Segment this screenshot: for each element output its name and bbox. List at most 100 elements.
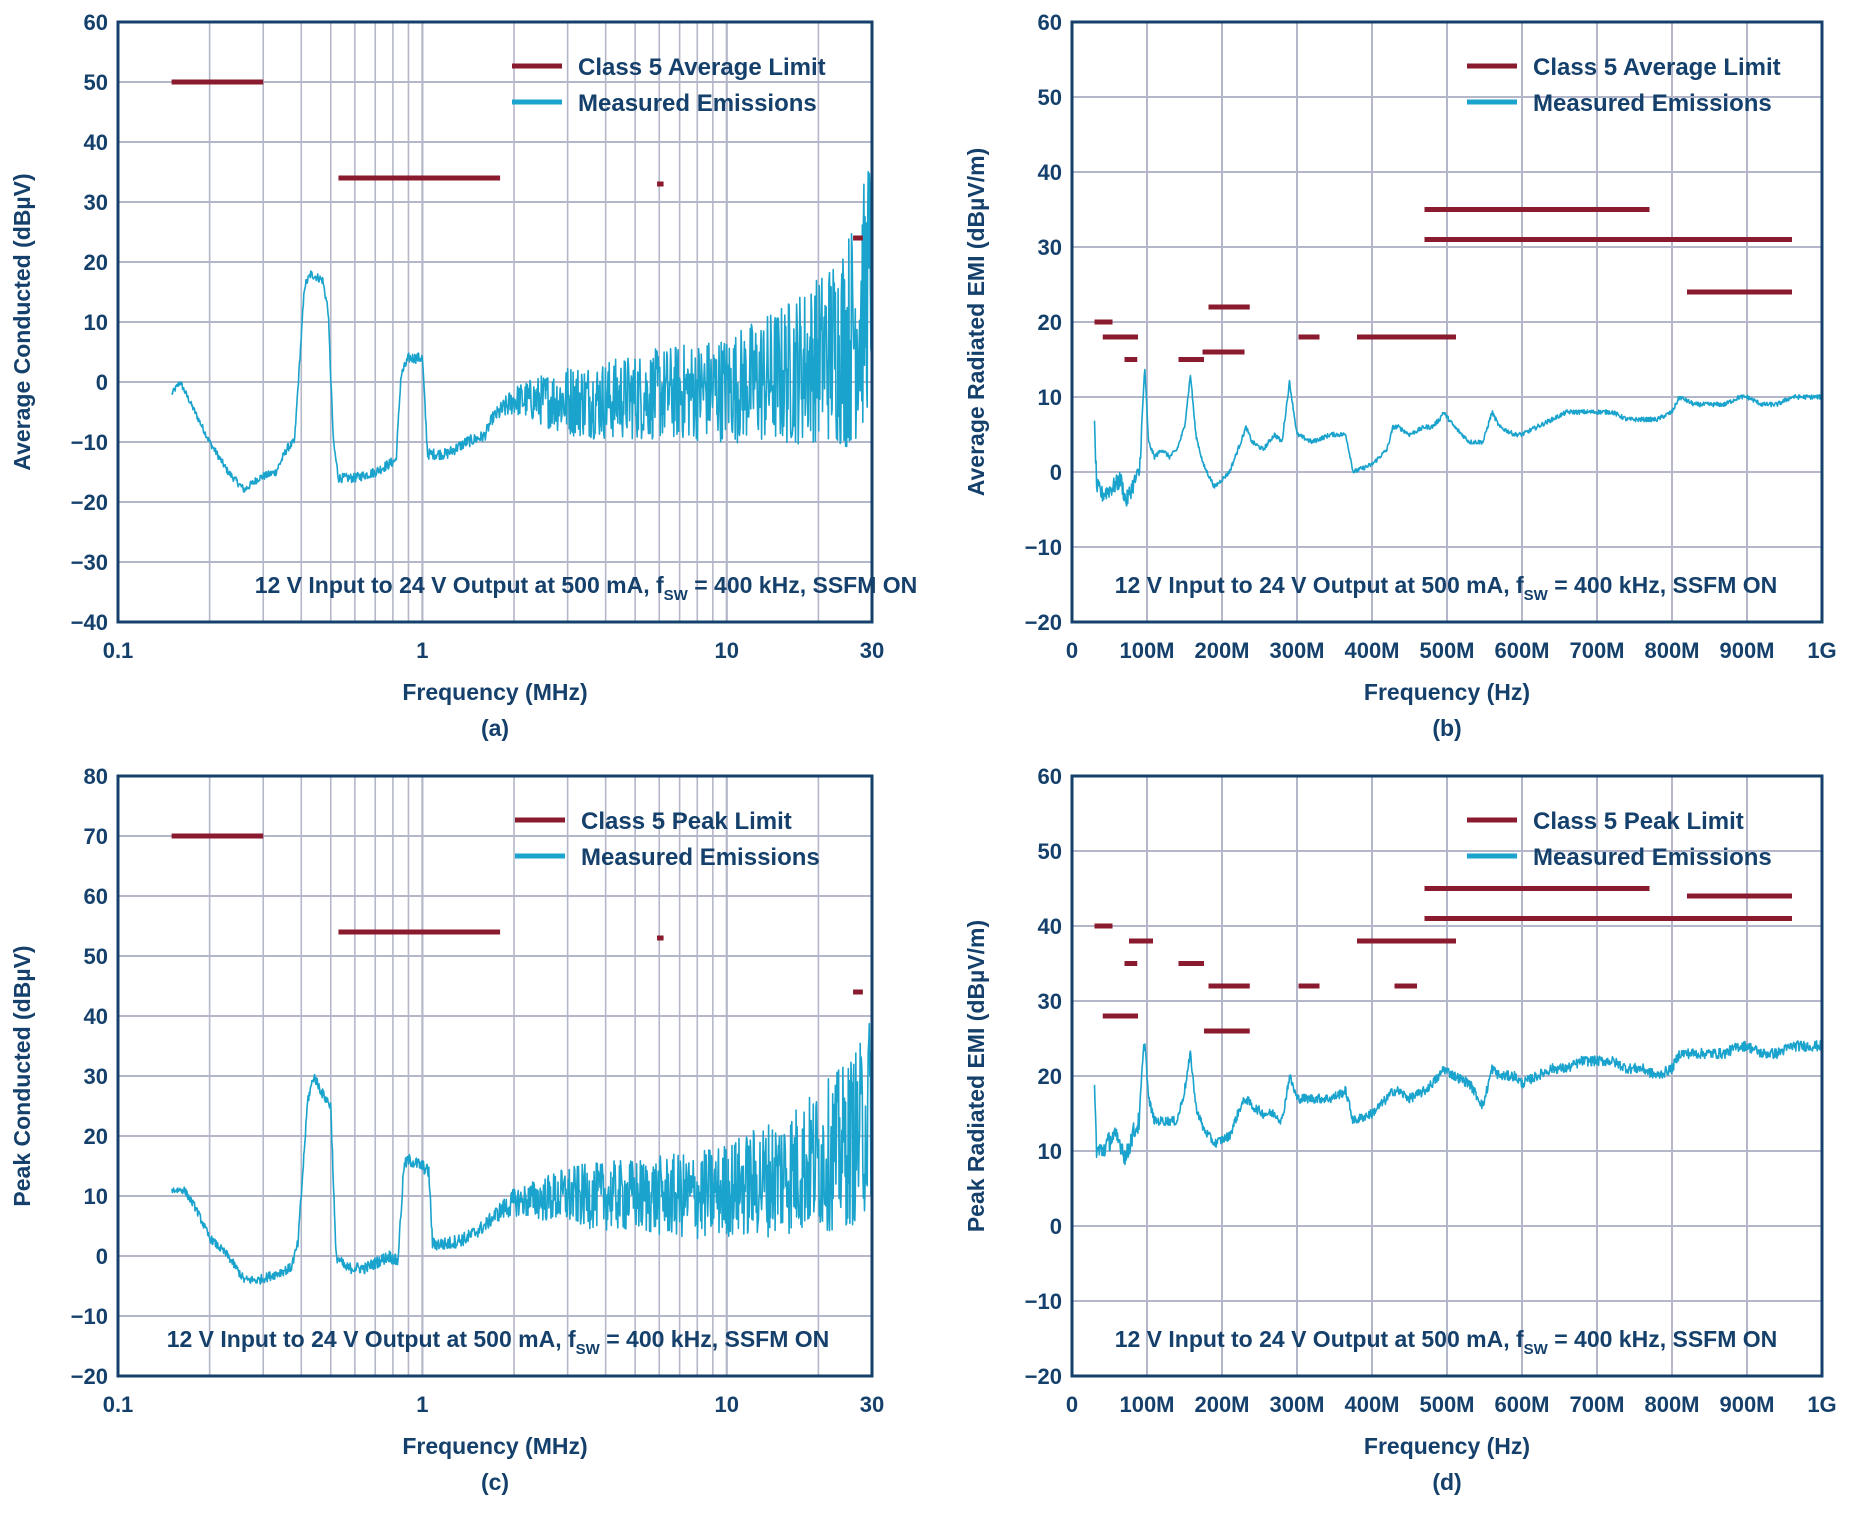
x-tick-label: 600M: [1494, 638, 1549, 663]
x-tick-label: 300M: [1269, 1392, 1324, 1417]
y-tick-label: 60: [84, 884, 108, 909]
y-tick-label: 60: [84, 10, 108, 35]
y-tick-label: 30: [1038, 235, 1062, 260]
chart-panel-d: −20 −10 0 10 20 30 40 50 60 0 100M 200M 300M 400M 500M…: [963, 764, 1837, 1495]
chart-panel-b: −20 −10 0 10 20 30 40 50 60 0 100M 200M 300M 400M 500M…: [963, 10, 1837, 741]
y-tick-label: 40: [84, 1004, 108, 1029]
x-tick-label: 900M: [1719, 1392, 1774, 1417]
y-tick-label: 20: [84, 250, 108, 275]
y-tick-label: −20: [1025, 1364, 1062, 1389]
x-tick-label: 400M: [1344, 638, 1399, 663]
legend-label-measured: Measured Emissions: [1533, 844, 1772, 871]
y-tick-label: 30: [84, 1064, 108, 1089]
y-tick-label: −10: [71, 430, 108, 455]
test-condition-annotation: 12 V Input to 24 V Output at 500 mA, fSW…: [1115, 1326, 1778, 1358]
y-tick-label: −10: [1025, 1289, 1062, 1314]
test-condition-annotation: 12 V Input to 24 V Output at 500 mA, fSW…: [167, 1326, 830, 1358]
y-tick-label: 0: [1050, 1214, 1062, 1239]
y-tick-label: 10: [1038, 1139, 1062, 1164]
x-tick-label: 800M: [1644, 638, 1699, 663]
measured-emissions-series: [1093, 1040, 1822, 1166]
x-tick-label: 1G: [1807, 1392, 1836, 1417]
y-tick-label: 50: [1038, 85, 1062, 110]
x-tick-label: 1: [416, 1392, 428, 1417]
y-tick-label: −20: [1025, 610, 1062, 635]
y-tick-label: −10: [71, 1304, 108, 1329]
x-tick-label: 800M: [1644, 1392, 1699, 1417]
x-tick-label: 200M: [1194, 638, 1249, 663]
x-tick-label: 500M: [1419, 638, 1474, 663]
y-tick-label: 20: [84, 1124, 108, 1149]
panel-label: (d): [1432, 1469, 1461, 1495]
x-tick-label: 30: [860, 638, 884, 663]
test-condition-annotation: 12 V Input to 24 V Output at 500 mA, fSW…: [1115, 572, 1778, 604]
y-tick-label: 50: [1038, 839, 1062, 864]
x-tick-label: 900M: [1719, 638, 1774, 663]
y-tick-label: 30: [84, 190, 108, 215]
y-tick-label: 0: [96, 1244, 108, 1269]
plot-frame: [116, 774, 874, 1378]
y-tick-label: 50: [84, 70, 108, 95]
y-tick-label: −30: [71, 550, 108, 575]
legend-label-limit: Class 5 Peak Limit: [1533, 808, 1744, 835]
x-axis-label: Frequency (Hz): [1364, 679, 1530, 705]
x-tick-label: 500M: [1419, 1392, 1474, 1417]
y-tick-label: 20: [1038, 1064, 1062, 1089]
legend-label-measured: Measured Emissions: [578, 90, 817, 117]
y-tick-label: −10: [1025, 535, 1062, 560]
y-tick-label: 10: [84, 1184, 108, 1209]
y-tick-label: 50: [84, 944, 108, 969]
x-tick-label: 100M: [1119, 1392, 1174, 1417]
x-tick-label: 700M: [1569, 1392, 1624, 1417]
x-tick-label: 100M: [1119, 638, 1174, 663]
x-tick-label: 0: [1066, 1392, 1078, 1417]
y-tick-label: 60: [1038, 764, 1062, 789]
y-tick-label: 40: [84, 130, 108, 155]
y-tick-label: 10: [84, 310, 108, 335]
y-axis-label: Average Radiated EMI (dBµV/m): [963, 148, 989, 497]
y-axis-label: Average Conducted (dBµV): [9, 173, 35, 470]
x-tick-label: 1G: [1807, 638, 1836, 663]
chart-panel-c: −20 −10 0 10 20 30 40 50 60 70 80 0.1 1 10 30 Frequency…: [9, 764, 884, 1495]
y-tick-label: −40: [71, 610, 108, 635]
x-tick-label: 0.1: [103, 1392, 134, 1417]
x-axis-label: Frequency (MHz): [402, 679, 587, 705]
panel-label: (b): [1432, 715, 1461, 741]
legend-label-measured: Measured Emissions: [1533, 90, 1772, 117]
x-axis-label: Frequency (Hz): [1364, 1433, 1530, 1459]
x-tick-label: 0.1: [103, 638, 134, 663]
measured-emissions-series: [1093, 368, 1822, 507]
y-tick-label: 0: [1050, 460, 1062, 485]
chart-panel-a: −40 −30 −20 −10 0 10 20 30 40 50 60 0.1 1 10 30 Frequen…: [9, 10, 917, 741]
x-tick-label: 200M: [1194, 1392, 1249, 1417]
y-tick-label: −20: [71, 1364, 108, 1389]
y-tick-label: 70: [84, 824, 108, 849]
x-tick-label: 400M: [1344, 1392, 1399, 1417]
x-tick-label: 30: [860, 1392, 884, 1417]
test-condition-annotation: 12 V Input to 24 V Output at 500 mA, fSW…: [255, 572, 918, 604]
panel-label: (a): [481, 715, 509, 741]
y-tick-label: 40: [1038, 914, 1062, 939]
legend-label-limit: Class 5 Average Limit: [578, 54, 826, 81]
plot-frame: [1070, 20, 1824, 624]
legend-label-limit: Class 5 Peak Limit: [581, 808, 792, 835]
y-tick-label: 30: [1038, 989, 1062, 1014]
x-tick-label: 600M: [1494, 1392, 1549, 1417]
y-tick-label: 60: [1038, 10, 1062, 35]
y-tick-label: −20: [71, 490, 108, 515]
plot-frame: [116, 20, 874, 624]
x-tick-label: 300M: [1269, 638, 1324, 663]
legend: Class 5 Average Limit Measured Emissions: [512, 54, 826, 117]
x-tick-label: 700M: [1569, 638, 1624, 663]
x-tick-label: 0: [1066, 638, 1078, 663]
x-tick-label: 1: [416, 638, 428, 663]
panel-label: (c): [481, 1469, 509, 1495]
y-tick-label: 80: [84, 764, 108, 789]
y-tick-label: 0: [96, 370, 108, 395]
x-axis-label: Frequency (MHz): [402, 1433, 587, 1459]
legend-label-measured: Measured Emissions: [581, 844, 820, 871]
legend: Class 5 Peak Limit Measured Emissions: [515, 808, 820, 871]
y-axis-label: Peak Conducted (dBµV): [9, 945, 35, 1206]
plot-frame: [1070, 774, 1824, 1378]
